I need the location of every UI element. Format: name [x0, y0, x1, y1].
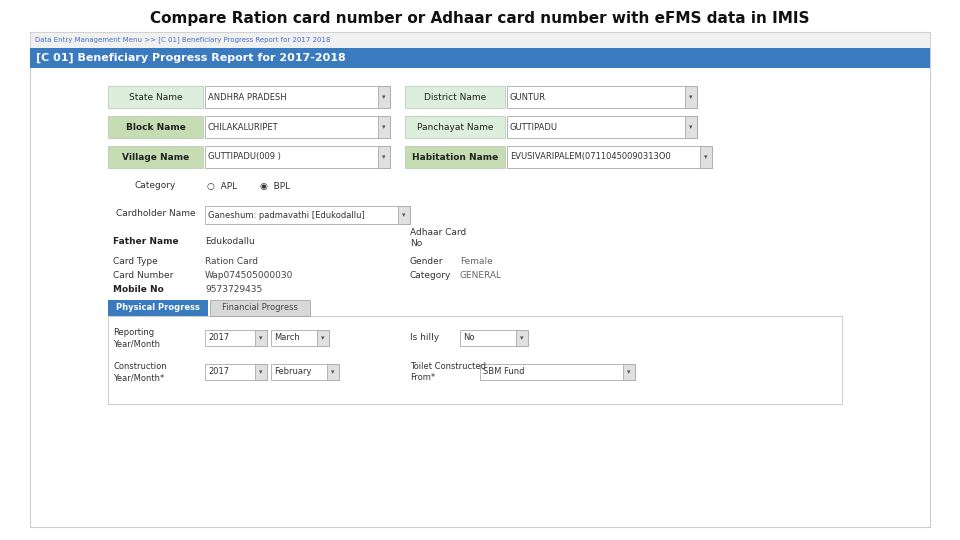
- Text: ▾: ▾: [689, 124, 693, 130]
- Text: Panchayat Name: Panchayat Name: [417, 123, 493, 132]
- Bar: [405, 86, 505, 108]
- Text: ▾: ▾: [520, 335, 524, 341]
- Text: Category: Category: [410, 272, 451, 280]
- Text: District Name: District Name: [424, 92, 486, 102]
- Text: Habitation Name: Habitation Name: [412, 152, 498, 161]
- Bar: [460, 330, 528, 346]
- Text: March: March: [274, 334, 300, 342]
- Text: GUTTIPADU(009 ): GUTTIPADU(009 ): [208, 152, 281, 161]
- Bar: [108, 146, 203, 168]
- Text: Card Type: Card Type: [113, 258, 157, 267]
- Text: Reporting
Year/Month: Reporting Year/Month: [113, 328, 160, 348]
- Text: Block Name: Block Name: [126, 123, 185, 132]
- Text: Edukodallu: Edukodallu: [205, 238, 254, 246]
- Bar: [378, 116, 390, 138]
- Text: State Name: State Name: [129, 92, 182, 102]
- Bar: [205, 364, 267, 380]
- Text: Data Entry Management Menu >> [C 01] Beneficiary Progress Report for 2017 2018: Data Entry Management Menu >> [C 01] Ben…: [35, 37, 330, 43]
- Text: ▾: ▾: [705, 154, 708, 160]
- Bar: [255, 330, 267, 346]
- Bar: [623, 364, 635, 380]
- Text: Wap074505000030: Wap074505000030: [205, 272, 294, 280]
- Text: ▾: ▾: [259, 335, 263, 341]
- Bar: [507, 86, 697, 108]
- Text: Father Name: Father Name: [113, 238, 179, 246]
- Bar: [398, 206, 410, 224]
- Text: Cardholder Name: Cardholder Name: [116, 210, 195, 219]
- Bar: [516, 330, 528, 346]
- Text: Construction
Year/Month*: Construction Year/Month*: [113, 362, 167, 382]
- Text: ▾: ▾: [331, 369, 335, 375]
- Bar: [405, 116, 505, 138]
- Text: SBM Fund: SBM Fund: [483, 368, 524, 376]
- Bar: [685, 86, 697, 108]
- Text: Card Number: Card Number: [113, 272, 174, 280]
- Text: ▾: ▾: [627, 369, 631, 375]
- Text: February: February: [274, 368, 311, 376]
- Text: Mobile No: Mobile No: [113, 286, 164, 294]
- Bar: [205, 116, 390, 138]
- Text: Category: Category: [134, 181, 177, 191]
- Text: Adhaar Card
No: Adhaar Card No: [410, 227, 467, 248]
- Bar: [205, 86, 390, 108]
- Bar: [685, 116, 697, 138]
- Text: ▾: ▾: [259, 369, 263, 375]
- Text: [C 01] Beneficiary Progress Report for 2017-2018: [C 01] Beneficiary Progress Report for 2…: [36, 53, 346, 63]
- Text: EVUSIVARIPALEM(07110450090313O0: EVUSIVARIPALEM(07110450090313O0: [510, 152, 671, 161]
- Bar: [271, 330, 329, 346]
- Text: Ganeshum: padmavathi [Edukodallu]: Ganeshum: padmavathi [Edukodallu]: [208, 211, 365, 219]
- Text: Is hilly: Is hilly: [410, 334, 439, 342]
- Bar: [480, 364, 635, 380]
- Text: ▾: ▾: [382, 124, 386, 130]
- Bar: [271, 364, 339, 380]
- Text: CHILAKALURIPET: CHILAKALURIPET: [208, 123, 278, 132]
- Text: No: No: [463, 334, 474, 342]
- Text: Financial Progress: Financial Progress: [222, 303, 298, 313]
- Text: 2017: 2017: [208, 334, 229, 342]
- Text: ○  APL: ○ APL: [207, 181, 237, 191]
- Bar: [108, 300, 208, 316]
- Text: Gender: Gender: [410, 258, 444, 267]
- Bar: [108, 316, 842, 404]
- Text: ◉  BPL: ◉ BPL: [260, 181, 290, 191]
- Text: 9573729435: 9573729435: [205, 286, 262, 294]
- Bar: [210, 300, 310, 316]
- Bar: [255, 364, 267, 380]
- Bar: [205, 330, 267, 346]
- Text: ▾: ▾: [382, 154, 386, 160]
- Bar: [205, 206, 410, 224]
- Text: Compare Ration card number or Adhaar card number with eFMS data in IMIS: Compare Ration card number or Adhaar car…: [151, 10, 809, 25]
- Bar: [108, 116, 203, 138]
- Bar: [405, 146, 505, 168]
- Bar: [30, 48, 930, 68]
- Bar: [317, 330, 329, 346]
- Text: ▾: ▾: [322, 335, 324, 341]
- Text: Toilet Constructed
From*: Toilet Constructed From*: [410, 362, 486, 382]
- Text: GUNTUR: GUNTUR: [510, 92, 546, 102]
- Bar: [30, 32, 930, 48]
- Text: Village Name: Village Name: [122, 152, 189, 161]
- Bar: [378, 146, 390, 168]
- Text: Ration Card: Ration Card: [205, 258, 258, 267]
- Text: ▾: ▾: [382, 94, 386, 100]
- Bar: [507, 116, 697, 138]
- Bar: [700, 146, 712, 168]
- Text: Physical Progress: Physical Progress: [116, 303, 200, 313]
- Bar: [205, 146, 390, 168]
- Text: ▾: ▾: [402, 212, 406, 218]
- Text: Female: Female: [460, 258, 492, 267]
- Bar: [507, 146, 712, 168]
- Text: 2017: 2017: [208, 368, 229, 376]
- Text: GUTTIPADU: GUTTIPADU: [510, 123, 558, 132]
- Text: ANDHRA PRADESH: ANDHRA PRADESH: [208, 92, 287, 102]
- Text: ▾: ▾: [689, 94, 693, 100]
- Bar: [327, 364, 339, 380]
- Bar: [108, 86, 203, 108]
- Bar: [378, 86, 390, 108]
- Text: GENERAL: GENERAL: [460, 272, 502, 280]
